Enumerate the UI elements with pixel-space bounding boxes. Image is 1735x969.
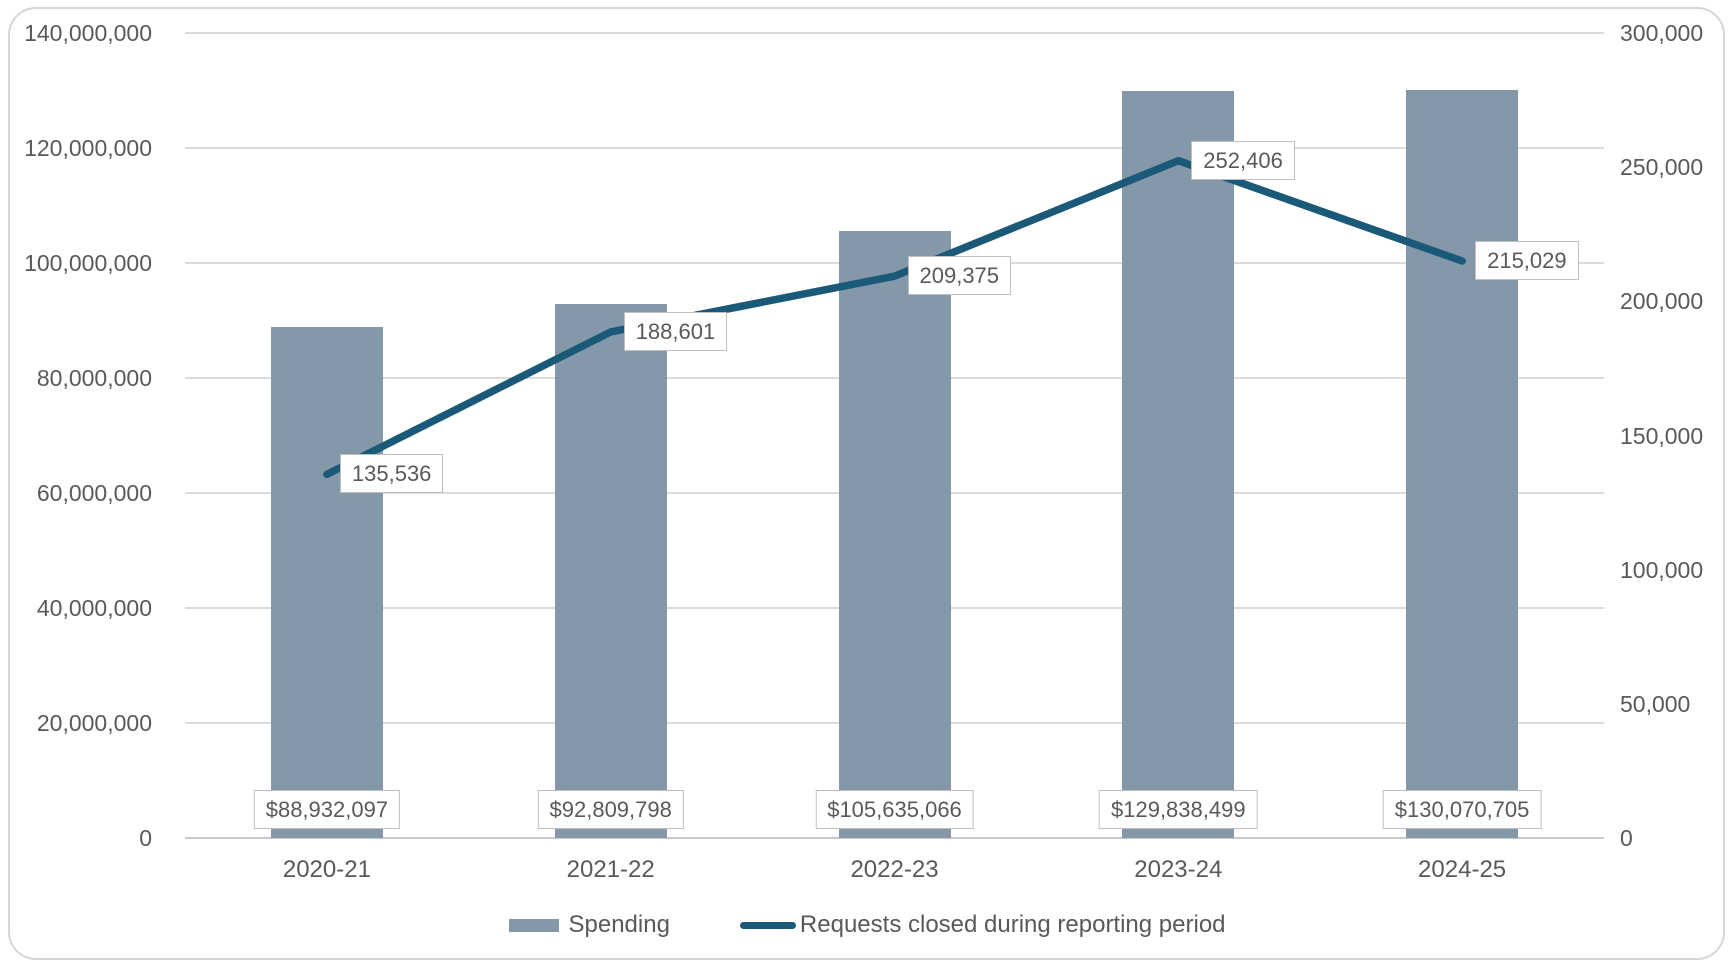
left-axis-tick-label: 120,000,000: [24, 135, 152, 161]
x-axis-line: [185, 837, 1604, 839]
line-data-label-2023-24: 252,406: [1191, 140, 1295, 180]
left-axis-tick-label: 20,000,000: [36, 710, 152, 736]
legend-label-requests-closed: Requests closed during reporting period: [799, 911, 1226, 938]
right-axis-tick-label: 0: [1620, 825, 1633, 851]
left-axis-tick-label: 40,000,000: [36, 595, 152, 621]
bar-2023-24: [1122, 91, 1235, 838]
bar-data-label-2024-25: $130,070,705: [1382, 790, 1542, 829]
legend-label-spending: Spending: [568, 911, 670, 938]
right-axis-tick-label: 100,000: [1620, 556, 1704, 583]
bar-data-label-2020-21: $88,932,097: [253, 790, 401, 829]
left-axis-tick-label: 0: [139, 825, 152, 851]
legend: Spending Requests closed during reportin…: [0, 903, 1735, 947]
line-data-label-2024-25: 215,029: [1475, 241, 1579, 280]
right-axis-tick-label: 150,000: [1620, 422, 1704, 449]
line-data-label-2022-23: 209,375: [907, 256, 1012, 296]
category-label-2024-25: 2024-25: [1418, 856, 1507, 883]
left-axis-tick-label: 80,000,000: [36, 365, 152, 391]
bar-2021-22: [554, 304, 667, 838]
requests-line-swatch-icon: [739, 921, 796, 929]
category-label-2021-22: 2021-22: [566, 856, 655, 883]
line-data-label-2021-22: 188,601: [623, 311, 728, 351]
line-data-label-2020-21: 135,536: [339, 454, 444, 494]
gridline: [185, 147, 1604, 149]
bar-2020-21: [270, 326, 383, 838]
bar-data-label-2023-24: $129,838,499: [1099, 790, 1258, 829]
bar-2022-23: [838, 230, 951, 838]
right-axis-tick-label: 300,000: [1620, 20, 1704, 46]
category-label-2023-24: 2023-24: [1134, 856, 1223, 883]
right-axis-tick-label: 200,000: [1620, 288, 1704, 315]
left-axis-tick-label: 60,000,000: [36, 480, 152, 506]
right-axis-tick-label: 50,000: [1620, 690, 1691, 717]
bar-2024-25: [1406, 90, 1519, 838]
bar-data-label-2021-22: $92,809,798: [537, 790, 684, 829]
bar-data-label-2022-23: $105,635,066: [815, 790, 974, 829]
legend-item-spending: Spending: [509, 911, 670, 939]
left-axis-tick-label: 140,000,000: [24, 20, 152, 46]
category-label-2022-23: 2022-23: [850, 856, 939, 883]
legend-item-requests-closed: Requests closed during reporting period: [739, 911, 1226, 939]
gridline: [185, 32, 1604, 34]
category-label-2020-21: 2020-21: [282, 856, 371, 883]
spending-bar-swatch-icon: [509, 918, 560, 932]
right-axis-tick-label: 250,000: [1620, 154, 1704, 181]
left-axis-tick-label: 100,000,000: [24, 250, 152, 276]
